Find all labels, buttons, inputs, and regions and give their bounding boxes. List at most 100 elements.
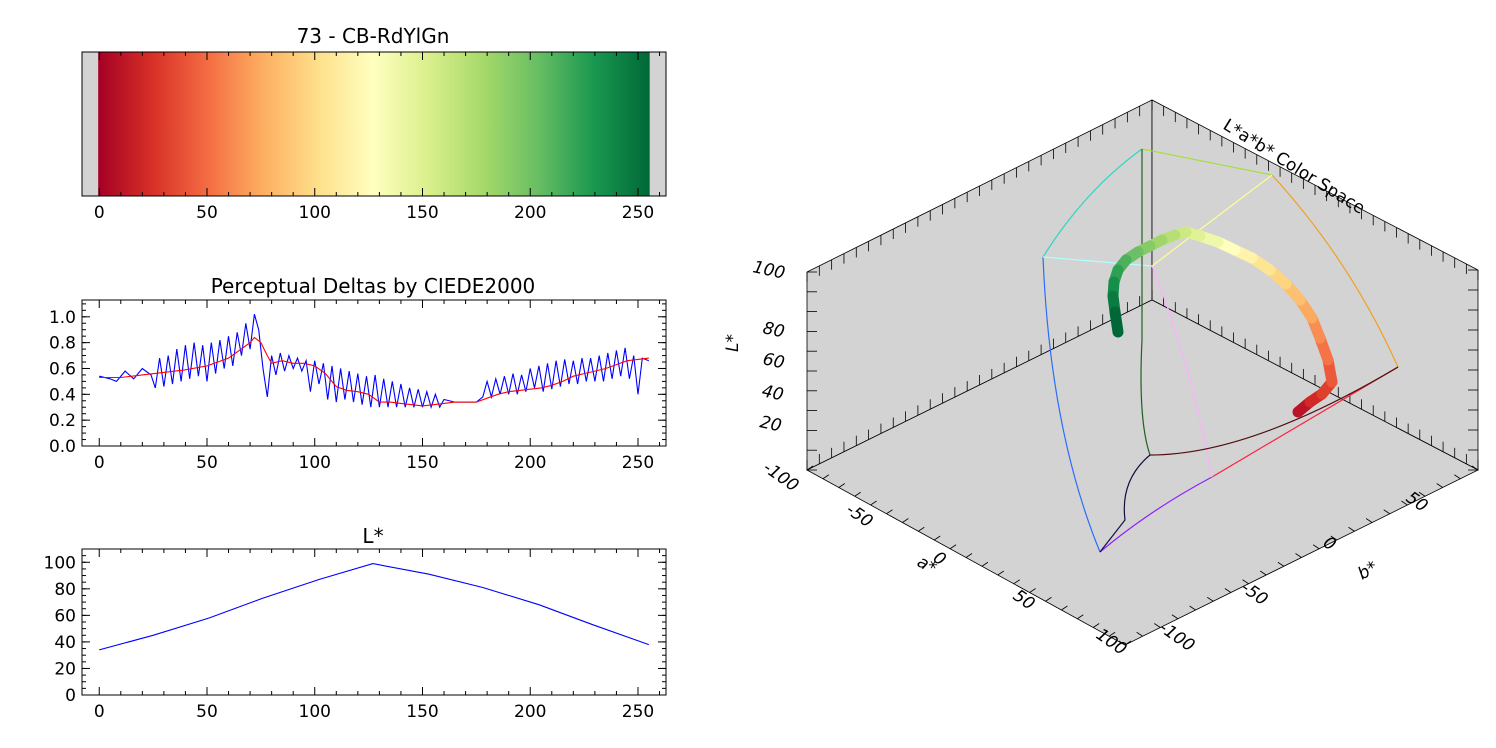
lightness-xtick-label-3: 150 xyxy=(406,702,438,722)
lightness-ytick-label-1: 20 xyxy=(54,659,76,679)
lab-floor-right-tick xyxy=(1224,588,1232,593)
gamut-edge-white-yellow xyxy=(1151,174,1273,267)
lab-L-tick-label-4: 80 xyxy=(761,318,786,342)
lightness-ytick-label-2: 40 xyxy=(54,633,76,653)
lab-floor-left-tick xyxy=(1029,588,1036,593)
lab-L-tick-label-5: 100 xyxy=(751,257,787,283)
gamut-edge-green-yellow xyxy=(1141,148,1273,176)
lab-floor-right-tick xyxy=(1348,526,1355,532)
deltas-ytick-label-5: 1.0 xyxy=(49,308,76,328)
lab-floor-left-tick xyxy=(1077,614,1084,620)
lab-floor-right-tick xyxy=(1295,553,1302,558)
lab-floor-left-tick xyxy=(1108,631,1116,637)
lab-pane-ticks xyxy=(806,100,1479,646)
lab-floor-right-tick xyxy=(1242,579,1249,585)
lightness-series-group xyxy=(99,563,649,651)
lab-b-tick-label-0: -100 xyxy=(1155,618,1198,657)
lab-floor-right-tick xyxy=(1136,631,1143,637)
gamut-edge-yellow-red xyxy=(1271,174,1399,368)
lightness-ytick-label-0: 0 xyxy=(65,686,76,706)
lab-floor-left-tick xyxy=(1092,623,1100,628)
deltas-xtick-label-4: 200 xyxy=(514,453,546,473)
gamut-edge-cyan-green xyxy=(1042,148,1143,258)
colorbar-left-outofrange xyxy=(82,52,99,196)
lab-L-tick-label-2: 40 xyxy=(760,381,785,405)
deltas-xtick-label-3: 150 xyxy=(406,453,438,473)
lab-floor-right-tick xyxy=(1312,544,1320,550)
colorbar-xtick-label-1: 50 xyxy=(196,203,218,223)
lab-floor-right-tick xyxy=(1154,623,1161,628)
lab-floor-right-tick xyxy=(1365,518,1373,523)
lightness-series-0 xyxy=(99,563,649,651)
lab-tube-segment-24 xyxy=(1109,306,1124,338)
lab-floor-right-tick xyxy=(1259,570,1267,576)
deltas-series-0 xyxy=(99,314,650,410)
deltas-frame xyxy=(81,299,667,447)
colorbar-panel: 73 - CB-RdYlGn 0 50 100 150 200 250 xyxy=(81,24,667,223)
lab-floor-left-tick xyxy=(965,553,973,558)
lightness-frame xyxy=(81,548,667,696)
deltas-title: Perceptual Deltas by CIEDE2000 xyxy=(211,274,536,298)
lab-colormap-trajectory xyxy=(1107,226,1338,418)
deltas-ytick-label-1: 0.2 xyxy=(49,411,76,431)
deltas-ticks: 0 50 100 150 200 250 0.0 0.2 0.4 0.6 0.8 1.0 xyxy=(49,300,666,473)
gamut-edge-black-blue xyxy=(1099,454,1151,553)
lab-gamut-wireframe xyxy=(1042,148,1399,553)
lab-floor-left-tick xyxy=(1013,579,1020,585)
gamut-edge-black-red xyxy=(1149,366,1399,456)
colorbar-xtick-label-2: 100 xyxy=(299,203,331,223)
lab-floor-left-tick xyxy=(997,570,1005,576)
deltas-ytick-label-2: 0.4 xyxy=(49,385,76,405)
lab-floor-left-tick xyxy=(870,500,877,506)
lab-floor-left-tick xyxy=(1061,605,1068,611)
deltas-series-group xyxy=(99,314,650,410)
lightness-title: L* xyxy=(362,524,383,548)
lab-floor-left-tick xyxy=(1124,640,1132,646)
lab-floor-right-tick xyxy=(1277,561,1285,567)
deltas-series-1 xyxy=(99,336,649,407)
lab-floor-right-tick xyxy=(1171,614,1179,620)
lightness-xtick-label-4: 200 xyxy=(514,702,546,722)
deltas-xtick-label-0: 0 xyxy=(94,453,105,473)
colorbar-xtick-label-4: 200 xyxy=(514,203,546,223)
lab-floor-left-tick xyxy=(981,561,989,567)
deltas-panel: Perceptual Deltas by CIEDE2000 0 50 100 150… xyxy=(49,274,667,473)
lab-floor-right-tick xyxy=(1330,535,1338,541)
lab-floor-left-tick xyxy=(933,535,941,541)
lightness-ticks: 0 50 100 150 200 250 0 20 40 60 80 100 xyxy=(44,548,666,722)
lab-floor-left-tick xyxy=(1045,596,1052,602)
lab-floor-left-tick xyxy=(838,483,846,488)
lab-floor-left-tick xyxy=(854,491,861,497)
gamut-edge-magenta-blue xyxy=(1099,476,1213,553)
lab-a-tick-label-0: -100 xyxy=(759,458,802,497)
lab-floor-right-tick xyxy=(1401,500,1408,506)
colorbar-gradient xyxy=(98,52,650,196)
lab-floor-left-tick xyxy=(806,465,814,471)
colorbar-xtick-label-0: 0 xyxy=(94,203,105,223)
lab-floor-right-tick xyxy=(1418,491,1426,497)
gamut-edge-green-black xyxy=(1140,149,1151,456)
deltas-xtick-label-5: 250 xyxy=(622,453,654,473)
colorbar-title: 73 - CB-RdYlGn xyxy=(297,24,450,48)
lab-floor-left-tick xyxy=(949,544,957,550)
colorbar-x-ticks: 0 50 100 150 200 250 xyxy=(94,52,661,223)
colorbar-xtick-label-3: 150 xyxy=(406,203,438,223)
lightness-xtick-label-1: 50 xyxy=(196,702,218,722)
deltas-ytick-label-3: 0.6 xyxy=(49,359,76,379)
deltas-ytick-label-0: 0.0 xyxy=(49,437,76,457)
lightness-panel: L* 0 50 100 150 200 250 0 20 40 60 80 100 xyxy=(44,524,667,722)
deltas-ytick-label-4: 0.8 xyxy=(49,334,76,354)
lab-floor-right-tick xyxy=(1471,465,1479,471)
deltas-xtick-label-2: 100 xyxy=(299,453,331,473)
lab-floor-right-tick xyxy=(1454,474,1461,480)
lab-floor-left-tick xyxy=(918,526,925,532)
gamut-edge-white-cyan xyxy=(1042,256,1153,267)
lab-floor-right-tick xyxy=(1383,509,1390,515)
deltas-xtick-label-1: 50 xyxy=(196,453,218,473)
lab-L-tick-label-3: 60 xyxy=(761,349,786,373)
lab-floor-left-tick xyxy=(886,509,893,515)
lightness-ytick-label-4: 80 xyxy=(54,580,76,600)
lab-zlabel: L* xyxy=(723,334,743,352)
